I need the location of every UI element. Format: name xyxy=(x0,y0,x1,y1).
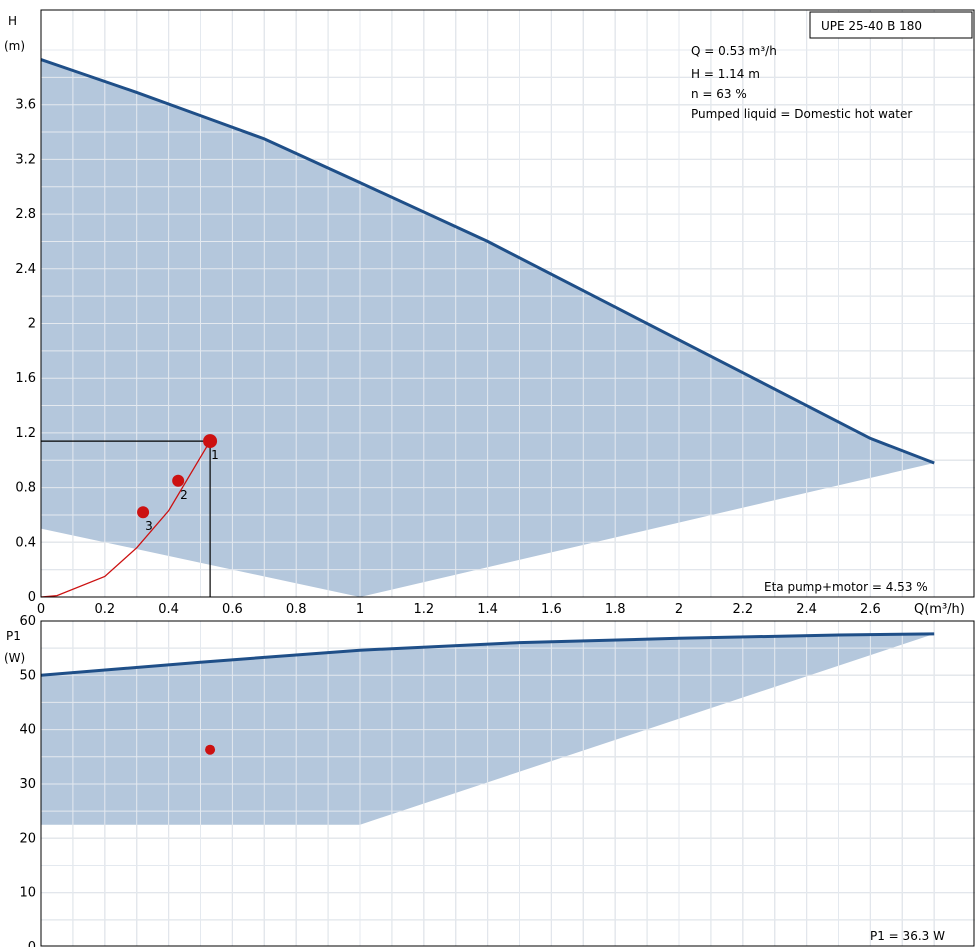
x-tick-label: 2 xyxy=(675,602,683,617)
model-title: UPE 25-40 B 180 xyxy=(821,19,922,33)
head-y-axis-unit: (m) xyxy=(4,39,25,53)
power-chart-frame xyxy=(40,620,975,947)
y-tick-label: 2 xyxy=(28,317,36,332)
head-x-tick-labels: 0 0.2 0.4 0.6 0.8 1 1.2 1.4 1.6 1.8 2 2.2 2.4 2.6 xyxy=(37,602,881,617)
duty-point-1 xyxy=(203,434,218,449)
power-y-axis-label: P1 xyxy=(6,629,21,643)
y-tick-label: 1.6 xyxy=(15,371,36,386)
y-tick-label: 3.6 xyxy=(15,98,36,113)
info-flow: Q = 0.53 m³/h xyxy=(691,44,777,58)
power-operating-point xyxy=(205,744,216,755)
y-tick-label: 0 xyxy=(28,590,36,605)
power-note: P1 = 36.3 W xyxy=(870,929,945,943)
x-tick-label: 0.2 xyxy=(94,602,115,617)
power-grid-overlay xyxy=(40,621,975,946)
head-max-curve xyxy=(40,58,935,465)
model-title-box xyxy=(809,11,973,39)
y-tick-label: 2.4 xyxy=(15,262,36,277)
x-tick-label: 1 xyxy=(356,602,364,617)
info-speed: n = 63 % xyxy=(691,87,747,101)
power-duty-points xyxy=(205,744,216,755)
power-max-curve xyxy=(40,632,935,677)
head-chart-frame xyxy=(40,9,975,598)
head-chart: 1 2 3 0 0.2 0.4 0.6 0.8 1 1.2 1.4 1.6 1.8 2 2.2 2.4 2.6… xyxy=(4,9,975,617)
y-tick-label: 50 xyxy=(19,668,36,683)
x-tick-label: 0.6 xyxy=(222,602,243,617)
info-head: H = 1.14 m xyxy=(691,67,760,81)
y-tick-label: 0.8 xyxy=(15,481,36,496)
y-tick-label: 30 xyxy=(19,777,36,792)
power-chart: 0 10 20 30 40 50 60 P1 (W) P1 = 36.3 W xyxy=(4,614,975,947)
efficiency-note: Eta pump+motor = 4.53 % xyxy=(764,580,928,594)
y-tick-label: 40 xyxy=(19,723,36,738)
x-tick-label: 1.6 xyxy=(541,602,562,617)
y-tick-label: 20 xyxy=(19,831,36,846)
duty-point-label: 3 xyxy=(145,519,153,533)
head-duty-points: 1 2 3 xyxy=(137,434,219,533)
duty-point-label: 2 xyxy=(180,488,188,502)
x-tick-label: 0.8 xyxy=(286,602,307,617)
y-tick-label: 2.8 xyxy=(15,207,36,222)
x-tick-label: 1.4 xyxy=(477,602,498,617)
info-liquid: Pumped liquid = Domestic hot water xyxy=(691,107,912,121)
x-tick-label: 0 xyxy=(37,602,45,617)
duty-point-3 xyxy=(137,506,150,519)
x-tick-label: 2.4 xyxy=(796,602,817,617)
duty-point-label: 1 xyxy=(211,448,219,462)
head-x-axis-label: Q(m³/h) xyxy=(914,602,965,617)
system-curve xyxy=(40,440,211,598)
x-tick-label: 1.8 xyxy=(605,602,626,617)
y-tick-label: 3.2 xyxy=(15,152,36,167)
head-y-tick-labels: 0 0.4 0.8 1.2 1.6 2 2.4 2.8 3.2 3.6 xyxy=(15,98,36,605)
x-tick-label: 0.4 xyxy=(158,602,179,617)
duty-point-2 xyxy=(172,474,185,487)
x-tick-label: 1.2 xyxy=(413,602,434,617)
x-tick-label: 2.6 xyxy=(860,602,881,617)
y-tick-label: 1.2 xyxy=(15,426,36,441)
y-tick-label: 0.4 xyxy=(15,535,36,550)
power-y-axis-unit: (W) xyxy=(4,651,25,665)
y-tick-label: 10 xyxy=(19,886,36,901)
y-tick-label: 0 xyxy=(28,940,36,947)
y-tick-label: 60 xyxy=(19,614,36,629)
x-tick-label: 2.2 xyxy=(732,602,753,617)
power-y-tick-labels: 0 10 20 30 40 50 60 xyxy=(19,614,36,947)
head-y-axis-label: H xyxy=(8,14,17,28)
